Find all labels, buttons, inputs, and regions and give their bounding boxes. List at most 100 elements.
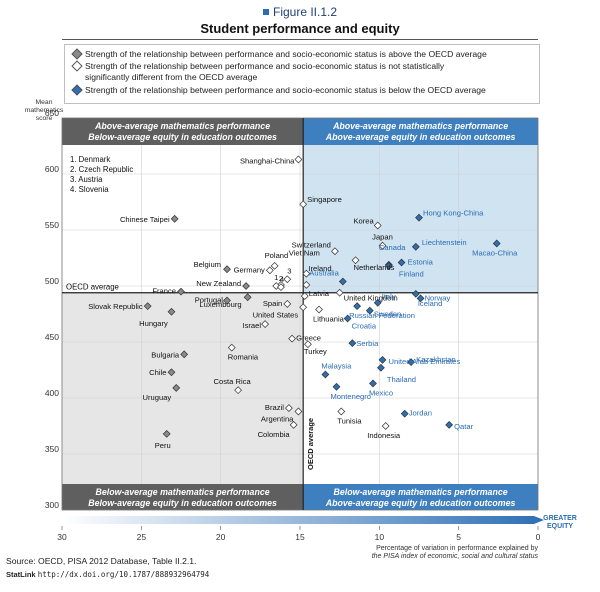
label-united-arab-emirates: United Arab Emirates	[389, 357, 461, 366]
x-tick-label: 10	[375, 532, 385, 542]
label-brazil: Brazil	[265, 403, 284, 412]
point-denmark	[272, 282, 281, 290]
point-france	[177, 287, 185, 296]
label-israel: Israel	[243, 321, 262, 330]
legend-item-not-significant: Strength of the relationship between per…	[71, 60, 445, 82]
y-tick-label: 600	[45, 164, 59, 174]
label-bulgaria: Bulgaria	[151, 350, 180, 359]
point-indonesia	[381, 422, 390, 430]
chart-axes: 300 350 400 450 500 550 600 650 30 25 20 15 10 5 0 OECD…	[25, 99, 577, 560]
point-new-zealand	[242, 282, 250, 290]
point-norway	[416, 294, 425, 303]
point-peru	[162, 429, 171, 438]
quadrant-bottom-left	[62, 484, 304, 510]
legend-item-below: Strength of the relationship between per…	[71, 84, 486, 96]
label-germany: Germany	[234, 265, 265, 274]
point-switzerland	[331, 247, 339, 256]
point-romania	[227, 343, 236, 352]
label-croatia: Croatia	[352, 321, 377, 330]
point-bulgaria	[180, 350, 189, 359]
point-chinese-taipei	[170, 214, 179, 223]
label-switzerland: Switzerland	[292, 240, 331, 249]
point-brazil	[284, 404, 293, 412]
x-tick-label: 30	[57, 532, 67, 542]
point-iceland	[411, 289, 420, 298]
point-tunisia	[337, 407, 346, 416]
y-tick-label: 500	[45, 276, 59, 286]
point-netherlands	[351, 256, 360, 265]
point-liechtenstein	[411, 242, 420, 251]
label-singapore: Singapore	[307, 195, 342, 204]
label-poland: Poland	[265, 251, 289, 260]
label-russian-federation: Russian Federation	[349, 311, 415, 320]
label-austria: 3	[287, 266, 291, 275]
legend-above-text: Strength of the relationship between per…	[85, 49, 487, 59]
point-viet-nam	[302, 269, 311, 278]
point-argentina	[294, 407, 303, 416]
quadrant-bottom-right-line2: Above-average equity in education outcom…	[325, 498, 516, 508]
point-latvia	[300, 292, 309, 300]
plot-area	[62, 118, 538, 510]
label-hungary: Hungary	[139, 319, 168, 328]
shade-bottom-left	[62, 292, 304, 510]
point-shanghai-china	[294, 155, 303, 164]
chart-points	[143, 155, 501, 438]
label-uruguay: Uruguay	[143, 393, 172, 402]
point-croatia	[343, 314, 352, 323]
oecd-average-v-label: OECD average	[306, 418, 315, 470]
point-ireland	[302, 280, 311, 289]
shade-top-right	[303, 118, 538, 293]
y-tick-label: 400	[45, 388, 59, 398]
figure-marker-icon	[262, 9, 269, 15]
key-list-item: 4. Slovenia	[70, 185, 109, 194]
label-slovenia: 4	[280, 275, 284, 284]
label-mexico: Mexico	[369, 388, 393, 397]
label-finland: Finland	[399, 270, 424, 279]
label-thailand: Thailand	[387, 375, 416, 384]
x-axis-label-1: Percentage of variation in performance e…	[376, 545, 538, 552]
quadrant-top-right-line2: Above-average equity in education outcom…	[325, 132, 516, 142]
label-costa-rica: Costa Rica	[214, 377, 252, 386]
chart-background	[62, 118, 538, 510]
quadrant-top-left-line1: Above-average mathematics performance	[94, 121, 270, 131]
point-malaysia	[321, 370, 330, 379]
x-tick-label: 15	[295, 532, 305, 542]
key-list-item: 1. Denmark	[70, 155, 110, 164]
point-slovak-republic	[143, 302, 152, 311]
label-montenegro: Montenegro	[330, 392, 371, 401]
point-colombia	[289, 420, 298, 429]
label-peru: Peru	[155, 441, 171, 450]
statlink-url[interactable]: http://dx.doi.org/10.1787/888932964794	[37, 570, 210, 579]
point-spain	[283, 300, 292, 308]
statlink-label: StatLink	[6, 570, 36, 579]
legend-below-text: Strength of the relationship between per…	[85, 85, 486, 95]
point-hungary	[167, 307, 176, 316]
point-finland	[384, 260, 393, 269]
x-axis-label-2: the PISA index of economic, social and c…	[372, 553, 539, 560]
x-tick-label: 25	[137, 532, 147, 542]
point-belgium	[223, 265, 231, 274]
y-tick-label: 450	[45, 332, 59, 342]
point-united-kingdom	[335, 288, 344, 297]
quadrant-headers: Above-average mathematics performanceBel…	[62, 118, 538, 510]
point-sweden	[365, 306, 374, 315]
label-jordan: Jordan	[409, 409, 432, 418]
y-tick-label: 350	[45, 444, 59, 454]
quadrant-top-right	[303, 118, 538, 145]
figure-title: Student performance and equity	[200, 21, 400, 36]
legend-ns-text-1: Strength of the relationship between per…	[85, 61, 445, 71]
white-diamond-icon	[71, 60, 83, 72]
y-axis-label: Mean	[35, 99, 52, 106]
label-hong-kong-china: Hong Kong-China	[423, 209, 484, 218]
key-list-item: 2. Czech Republic	[70, 165, 133, 174]
label-ireland: Ireland	[308, 264, 331, 273]
point-qatar	[445, 420, 454, 429]
point-czech-republic	[277, 283, 285, 292]
oecd-average-h-label: OECD average	[66, 283, 119, 292]
label-tunisia: Tunisia	[337, 416, 362, 425]
label-greece: Greece	[296, 334, 321, 343]
label-iceland: Iceland	[418, 299, 443, 308]
label-spain: Spain	[263, 299, 282, 308]
label-colombia: Colombia	[258, 430, 291, 439]
